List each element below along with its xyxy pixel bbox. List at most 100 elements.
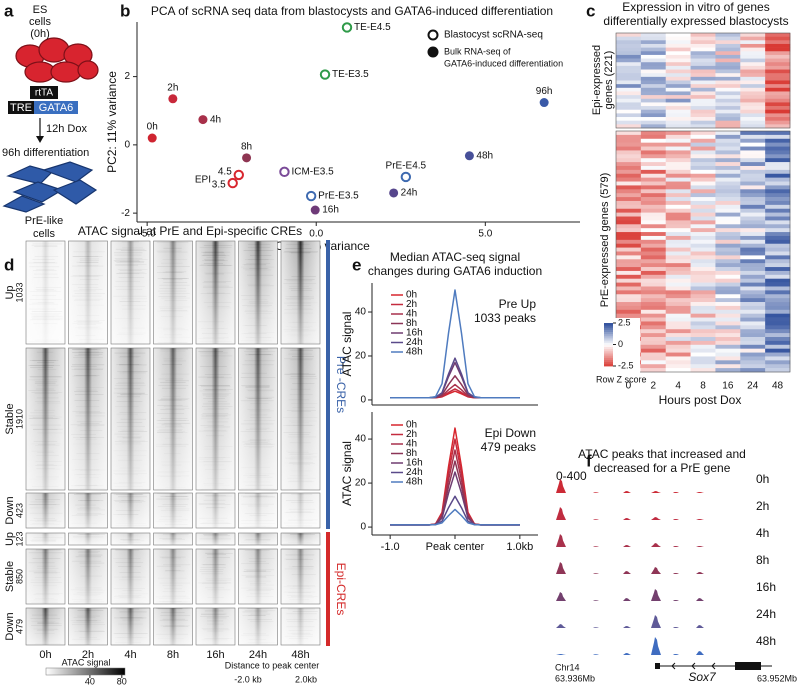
heatmap-cell bbox=[740, 189, 766, 194]
heatmap-cell bbox=[690, 247, 716, 252]
heatmap-cell bbox=[765, 177, 791, 182]
heatmap-cell bbox=[715, 124, 741, 129]
heatmap-cell bbox=[690, 36, 716, 41]
column-label: 8h bbox=[167, 649, 179, 661]
heatmap-cell bbox=[765, 154, 791, 159]
heatmap-cell bbox=[715, 267, 741, 272]
heatmap-cell bbox=[665, 138, 691, 143]
heatmap-cell bbox=[690, 162, 716, 167]
gene-strand bbox=[671, 662, 676, 670]
heatmap-cell bbox=[715, 239, 741, 245]
signal-frame bbox=[68, 240, 108, 345]
signal-frame bbox=[68, 548, 108, 605]
line-series bbox=[390, 495, 520, 526]
heatmap-cell bbox=[740, 95, 766, 100]
line-series bbox=[390, 508, 520, 526]
heatmap-cell bbox=[665, 173, 691, 178]
heatmap-cell bbox=[616, 305, 642, 311]
heatmap-cell bbox=[665, 251, 691, 256]
heatmap-cell bbox=[640, 33, 667, 37]
heatmap-cell bbox=[640, 181, 667, 186]
heatmap-cell bbox=[740, 255, 766, 260]
panel-title: differentially expressed blastocysts bbox=[603, 14, 788, 28]
heatmap-cell bbox=[616, 109, 642, 114]
heatmap-cell bbox=[665, 62, 691, 67]
heatmap-cell bbox=[616, 189, 642, 194]
heatmap-cell bbox=[740, 98, 766, 103]
heatmap-cell bbox=[765, 51, 791, 56]
heatmap-cell bbox=[616, 58, 642, 63]
heatmap-cell bbox=[715, 177, 741, 182]
heatmap-cell bbox=[616, 220, 642, 225]
heatmap-cell bbox=[690, 158, 716, 163]
heatmap-cell bbox=[690, 181, 716, 186]
heatmap-cell bbox=[665, 290, 691, 295]
heatmap-cell bbox=[616, 36, 642, 41]
heatmap-cell bbox=[690, 95, 716, 100]
heatmap-cell bbox=[715, 290, 741, 295]
legend-label: Bulk RNA-seq of bbox=[444, 46, 511, 56]
heatmap-cell bbox=[765, 91, 791, 96]
heatmap-cell bbox=[690, 124, 716, 129]
heatmap-cell bbox=[740, 84, 766, 89]
heatmap-cell bbox=[740, 325, 766, 330]
track-peak bbox=[593, 627, 599, 628]
heatmap-cell bbox=[640, 173, 667, 178]
heatmap-cell bbox=[690, 113, 716, 118]
signal-fade bbox=[281, 241, 320, 344]
heatmap-cell bbox=[740, 259, 766, 264]
heatmap-cell bbox=[690, 62, 716, 67]
track-peak bbox=[593, 573, 599, 574]
heatmap-cell bbox=[640, 58, 667, 63]
track-peak bbox=[696, 519, 704, 520]
heatmap-cell bbox=[640, 91, 667, 96]
heatmap-cell bbox=[640, 239, 667, 245]
heatmap-cell bbox=[665, 197, 691, 202]
heatmap-cell bbox=[740, 162, 766, 167]
heatmap-cell bbox=[740, 239, 766, 245]
heatmap-cell bbox=[740, 146, 766, 151]
heatmap-cell bbox=[616, 228, 642, 233]
heatmap-cell bbox=[715, 294, 741, 299]
heatmap-cell bbox=[665, 51, 691, 56]
signal-frame bbox=[153, 492, 193, 529]
heatmap-cell bbox=[765, 302, 791, 307]
heatmap-cell bbox=[740, 200, 766, 206]
heatmap-cell bbox=[665, 305, 691, 311]
heatmap-cell bbox=[715, 58, 741, 63]
track-label: 4h bbox=[756, 526, 769, 540]
heatmap-cell bbox=[715, 197, 741, 202]
heatmap-cell bbox=[640, 54, 667, 59]
heatmap-cell bbox=[616, 181, 642, 186]
heatmap-cell bbox=[715, 270, 741, 276]
heatmap-cell bbox=[690, 302, 716, 307]
heatmap-cell bbox=[690, 333, 716, 338]
heatmap-cell bbox=[665, 317, 691, 322]
heatmap-cell bbox=[715, 138, 741, 143]
point-label: 3.5 bbox=[212, 180, 226, 191]
cell bbox=[6, 165, 54, 185]
heatmap-cell bbox=[740, 243, 766, 248]
signal-fade bbox=[153, 348, 193, 490]
heatmap-cell bbox=[690, 340, 716, 346]
heatmap-cell bbox=[690, 189, 716, 194]
heatmap-cell bbox=[740, 173, 766, 178]
point bbox=[227, 177, 238, 189]
signal-frame bbox=[280, 347, 321, 491]
heatmap-cell bbox=[715, 120, 741, 125]
legend-label: 24h bbox=[406, 337, 423, 348]
cell bbox=[42, 161, 94, 183]
track-peak bbox=[623, 491, 631, 493]
heatmap-cell bbox=[690, 290, 716, 295]
heatmap-cell bbox=[740, 117, 766, 121]
heatmap-cell bbox=[715, 84, 741, 89]
tre-box bbox=[8, 101, 34, 114]
rtta-label: rtTA bbox=[35, 88, 53, 99]
heatmap-cell bbox=[765, 340, 791, 346]
heatmap-cell bbox=[690, 255, 716, 260]
heatmap-cell bbox=[715, 113, 741, 118]
heatmap-cell bbox=[640, 360, 667, 365]
x-tick-label: 0.0 bbox=[309, 229, 323, 240]
heatmap-cell bbox=[765, 325, 791, 330]
signal-fade bbox=[111, 241, 150, 344]
